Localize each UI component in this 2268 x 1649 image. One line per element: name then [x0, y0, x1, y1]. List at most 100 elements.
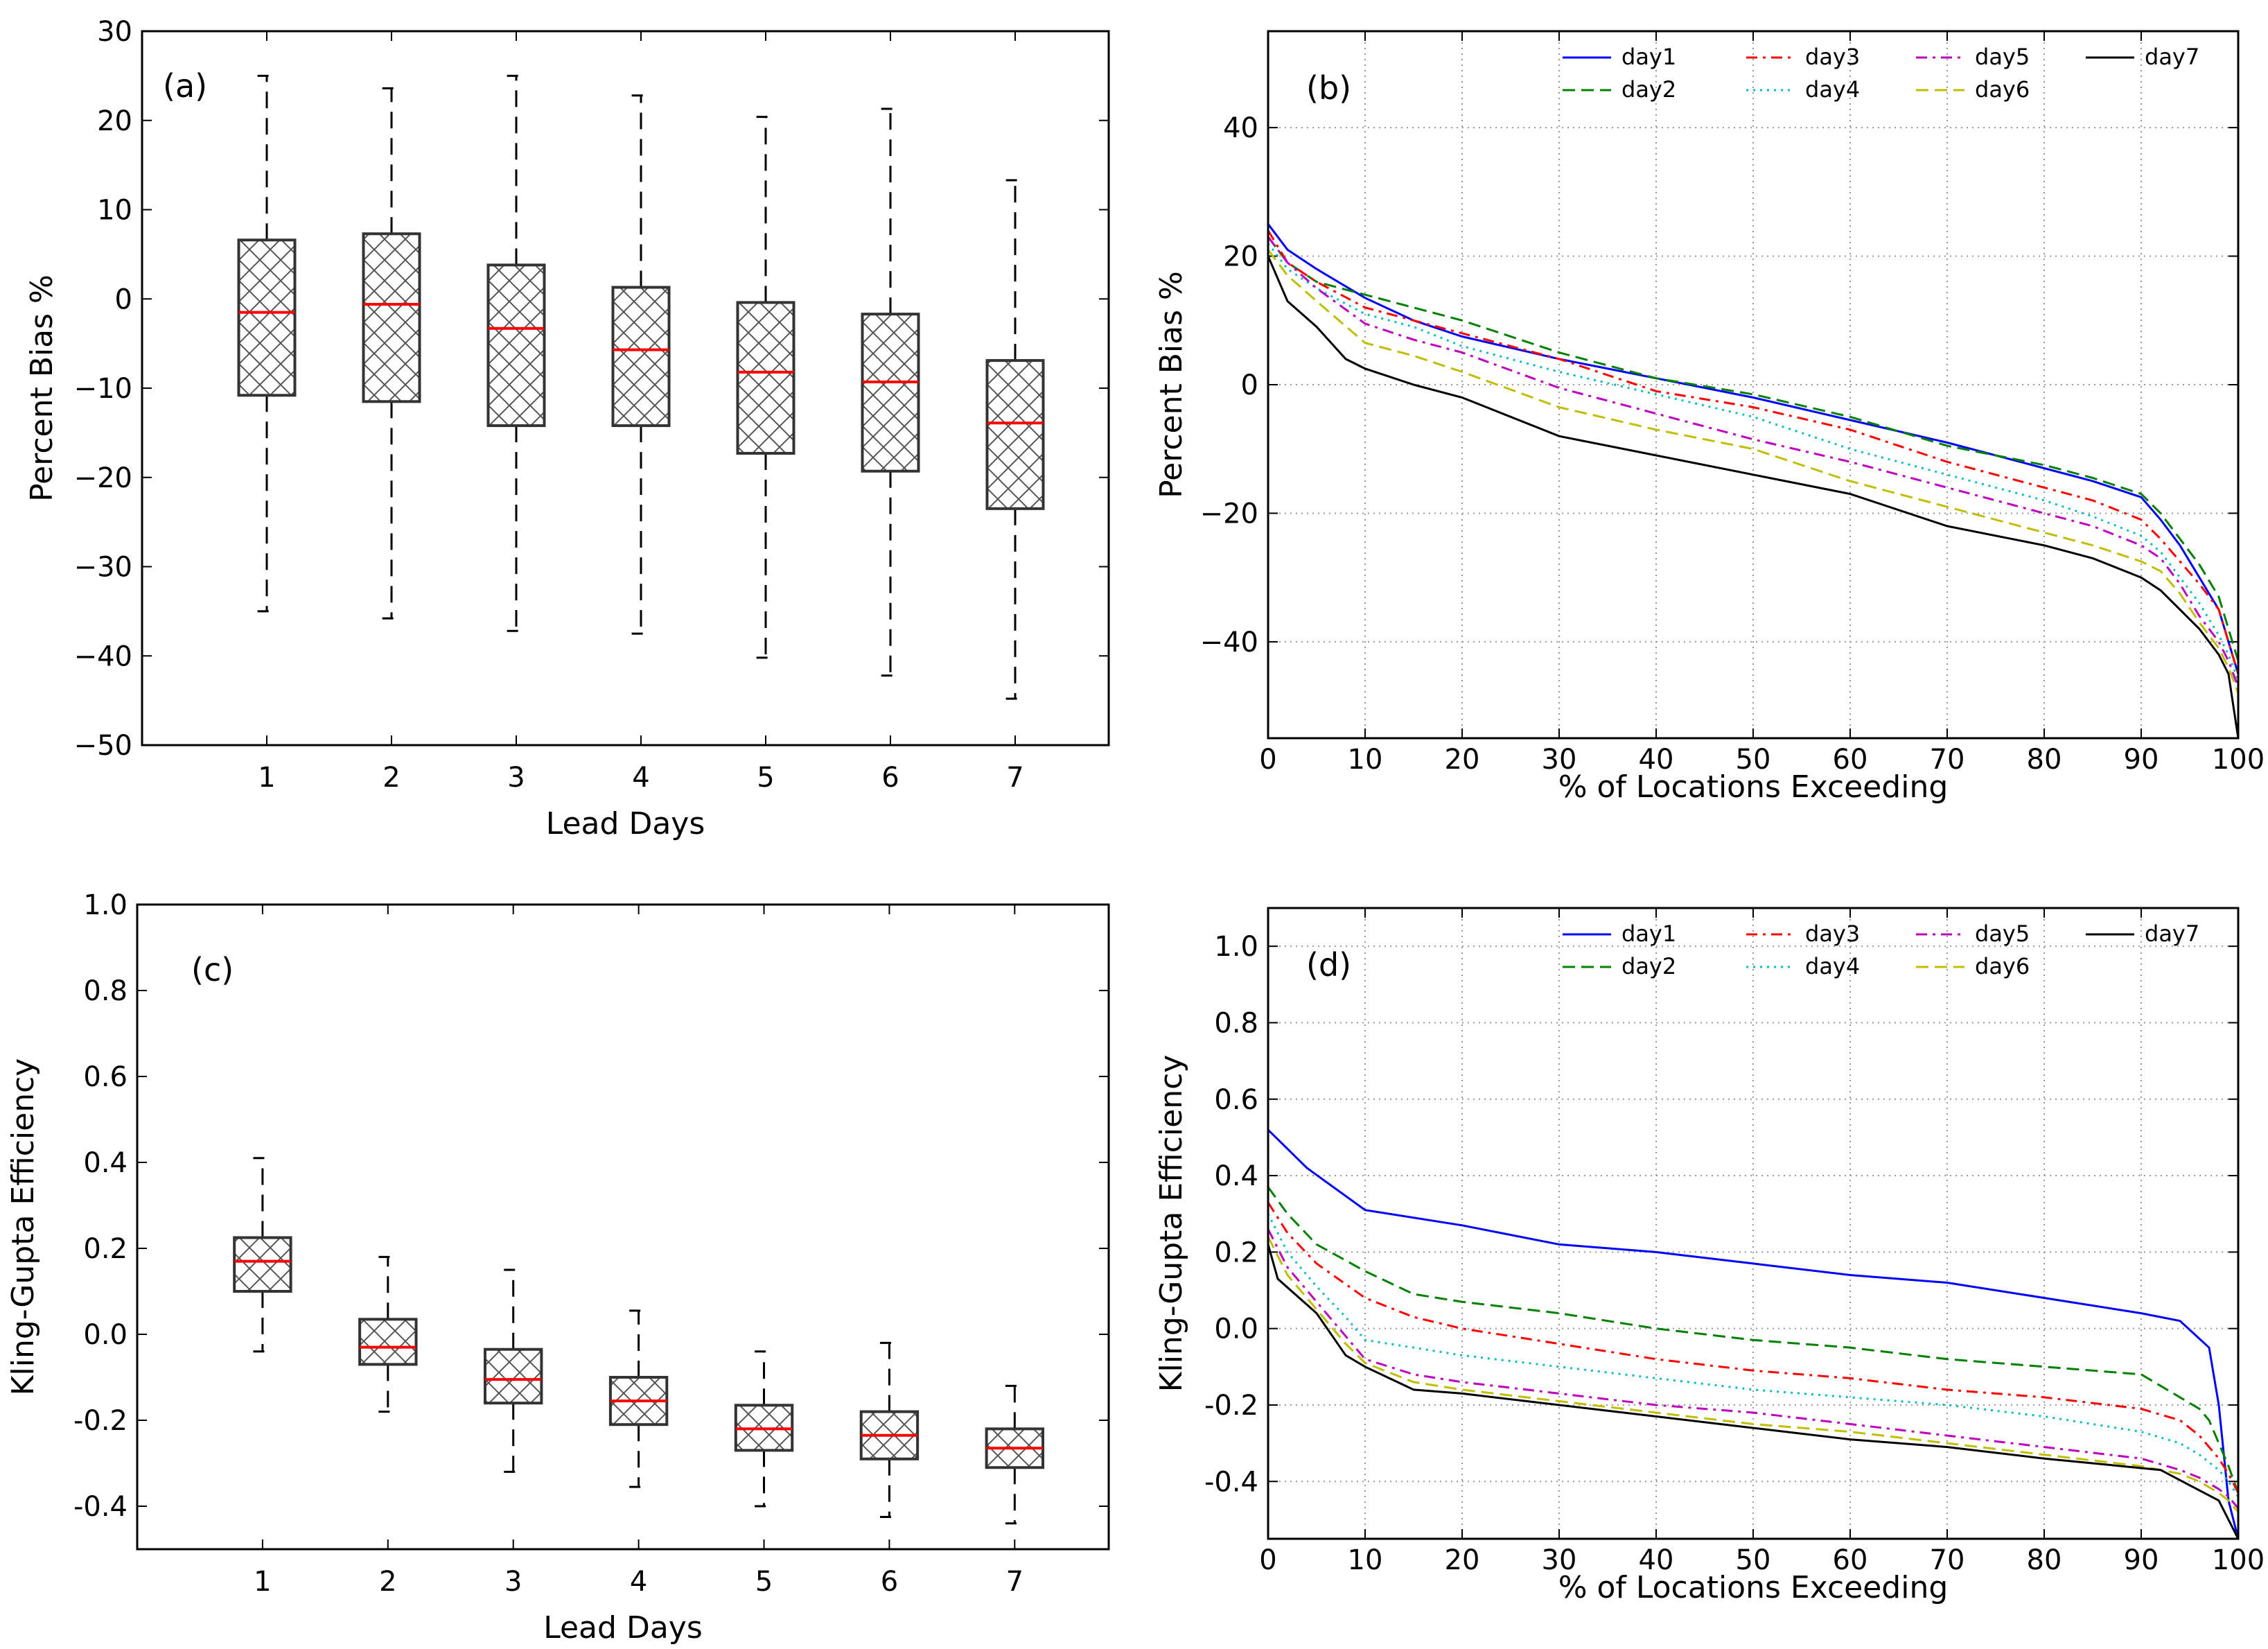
x-tick-label: 60: [1833, 744, 1868, 776]
panel-a: 30 20 10 0 −10 −20 −30 −40 −50 1 2 3 4 5 6 7 (a) Lead Day…: [24, 16, 1110, 841]
x-axis-label: % of Locations Exceeding: [1558, 769, 1949, 805]
series-day6: [1268, 249, 2238, 694]
series-day2: [1268, 1186, 2238, 1494]
x-tick-label: 1: [258, 762, 275, 794]
legend-label-day4: day4: [1805, 953, 1860, 979]
box-body: [611, 286, 671, 428]
panel-d: 1.0 0.8 0.6 0.4 0.2 0.0 -0.2 -0.4 0 10 20 30 40 50 60 7…: [1154, 907, 2265, 1605]
series-day1: [1268, 1128, 2238, 1539]
x-tick-label: 90: [2124, 744, 2159, 776]
x-tick-label: 20: [1445, 1544, 1480, 1576]
y-tick-label: -0.4: [1204, 1466, 1258, 1498]
plot-frame: [1267, 907, 2240, 1540]
box-body: [486, 263, 546, 428]
y-tick-label: 0.6: [83, 1061, 128, 1093]
series-day7: [1268, 255, 2238, 738]
x-tick-label: 4: [630, 1566, 647, 1598]
box-2: [362, 87, 421, 620]
series-day5: [1268, 236, 2238, 688]
y-tick-label: 20: [97, 105, 132, 137]
box-7: [985, 179, 1045, 700]
x-tick-label: 0: [1259, 1544, 1276, 1576]
box-1: [237, 74, 297, 613]
x-tick-label: 100: [2212, 1544, 2265, 1576]
y-tick-label: -0.2: [73, 1405, 128, 1437]
x-tick-label: 80: [2027, 744, 2062, 776]
y-tick-label: 0: [115, 283, 132, 315]
box-body: [985, 359, 1045, 510]
box-6: [859, 1341, 920, 1518]
x-tick-label: 90: [2124, 1544, 2159, 1576]
plot-frame: [1267, 30, 2240, 740]
x-tick-label: 100: [2212, 744, 2265, 776]
panel-label: (c): [191, 951, 234, 988]
legend-label-day7: day7: [2145, 921, 2199, 947]
x-tick-label: 70: [1930, 1544, 1965, 1576]
x-axis-label: % of Locations Exceeding: [1558, 1570, 1949, 1605]
x-tick-label: 5: [757, 762, 774, 794]
series-day4: [1268, 1213, 2238, 1498]
series-day1: [1268, 223, 2238, 674]
y-axis-label: Percent Bias %: [1154, 271, 1189, 498]
y-tick-label: -0.4: [73, 1491, 128, 1523]
series-day3: [1268, 229, 2238, 674]
x-tick-label: 0: [1259, 744, 1276, 776]
box-4: [611, 94, 671, 635]
y-tick-label: 20: [1223, 241, 1258, 273]
y-tick-label: 0.4: [83, 1147, 128, 1179]
y-tick-label: 0.2: [1214, 1237, 1258, 1268]
y-axis-label: Percent Bias %: [24, 274, 60, 502]
y-tick-label: −20: [74, 462, 132, 494]
series-day7: [1268, 1244, 2238, 1539]
x-tick-label: 30: [1542, 1544, 1577, 1576]
x-tick-label: 2: [379, 1566, 396, 1598]
y-tick-label: −40: [74, 640, 132, 672]
box-7: [985, 1384, 1045, 1525]
x-tick-label: 20: [1445, 744, 1480, 776]
y-tick-label: −20: [1200, 498, 1258, 530]
box-3: [486, 74, 546, 632]
legend-label-day2: day2: [1621, 76, 1676, 103]
x-tick-label: 50: [1736, 744, 1771, 776]
x-tick-label: 80: [2027, 1544, 2062, 1576]
x-tick-label: 1: [254, 1566, 271, 1598]
x-tick-label: 7: [1006, 1566, 1023, 1598]
box-body: [861, 313, 920, 473]
x-tick-label: 10: [1348, 744, 1383, 776]
y-tick-label: 1.0: [1214, 931, 1258, 963]
y-tick-label: 0.0: [1214, 1314, 1258, 1345]
x-tick-label: 50: [1736, 1544, 1771, 1576]
y-tick-label: 0.4: [1214, 1160, 1258, 1192]
plot-frame: [141, 30, 1110, 747]
grid: [1267, 908, 2239, 1539]
panel-label: (a): [163, 67, 207, 105]
x-axis-label: Lead Days: [546, 806, 705, 841]
box-body: [237, 238, 297, 397]
y-tick-label: −50: [74, 730, 132, 762]
y-tick-label: −40: [1200, 627, 1258, 658]
legend-label-day5: day5: [1975, 921, 2030, 947]
x-tick-label: 6: [881, 762, 899, 794]
x-tick-label: 3: [507, 762, 525, 794]
box-body: [362, 232, 421, 403]
box-4: [608, 1309, 669, 1488]
y-tick-label: 10: [97, 195, 132, 227]
x-tick-label: 70: [1930, 744, 1965, 776]
series-lines: [1268, 1128, 2238, 1539]
y-tick-label: 0.2: [83, 1233, 128, 1265]
legend: day1 day2 day3 day4 day5 day6 day7: [1563, 44, 2199, 103]
legend-label-day6: day6: [1975, 76, 2030, 103]
legend-label-day7: day7: [2145, 44, 2199, 70]
box-3: [484, 1268, 543, 1473]
y-tick-label: 40: [1223, 112, 1258, 144]
y-tick-label: -0.2: [1204, 1390, 1258, 1422]
panel-c: 1.0 0.8 0.6 0.4 0.2 0.0 -0.2 -0.4 1 2 3 4 5 6 7 (c) Lead…: [6, 889, 1110, 1646]
y-axis-label: Kling-Gupta Efficiency: [6, 1058, 41, 1396]
x-tick-label: 40: [1639, 1544, 1674, 1576]
x-tick-label: 7: [1006, 762, 1023, 794]
x-tick-label: 10: [1348, 1544, 1383, 1576]
legend-label-day1: day1: [1621, 44, 1676, 70]
y-tick-label: 0.8: [1214, 1007, 1258, 1039]
box-6: [861, 107, 920, 677]
